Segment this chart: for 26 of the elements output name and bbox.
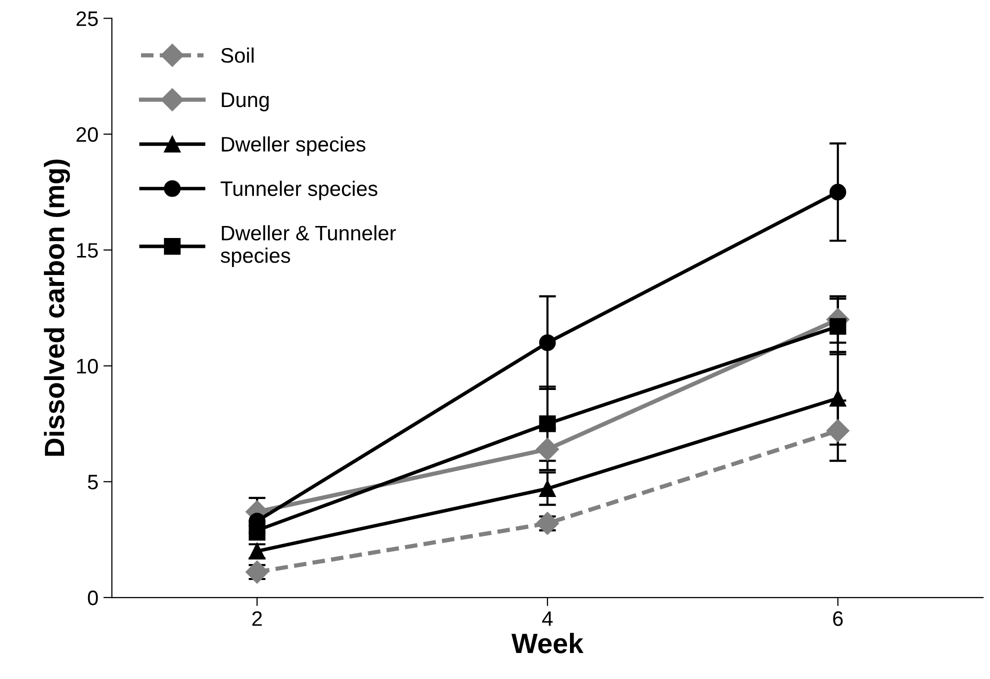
x-tick-label: 4: [542, 611, 553, 626]
point: [539, 334, 556, 352]
x-tick-label: 2: [252, 611, 262, 626]
x-tick-label: 6: [833, 611, 843, 626]
point: [536, 512, 559, 535]
legend-label: Dung: [222, 92, 269, 112]
x-axis-title: Week: [511, 632, 584, 654]
point: [830, 318, 846, 335]
point: [539, 480, 556, 497]
y-tick-label: 15: [77, 243, 98, 258]
legend-label: Tunneler species: [220, 180, 378, 200]
point: [830, 184, 846, 200]
y-tick-label: 10: [77, 358, 98, 374]
legend-label: Dweller species: [222, 136, 366, 156]
legend-label: Soil: [221, 48, 254, 63]
point: [246, 560, 269, 584]
y-axis-title: Dissolved carbon (mg): [44, 160, 70, 456]
point: [830, 390, 846, 407]
y-tick-label: 5: [88, 474, 98, 490]
point: [536, 438, 559, 461]
y-tick-label: 0: [88, 590, 98, 606]
y-tick-label: 25: [76, 11, 98, 26]
y-tick-label: 20: [76, 127, 98, 142]
point: [539, 415, 556, 432]
legend-label: Dweller & Tunneler species: [220, 225, 396, 268]
point: [826, 419, 850, 442]
